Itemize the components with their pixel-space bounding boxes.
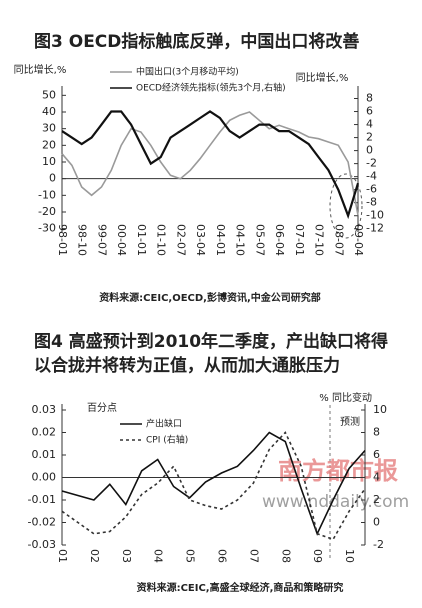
y-tick-label: -0.02 bbox=[28, 516, 56, 529]
y2-tick-label: 10 bbox=[373, 403, 387, 416]
x-tick-label: 98-01 bbox=[56, 224, 69, 256]
y-tick-label: 50 bbox=[42, 88, 56, 101]
y2-tick-label: 6 bbox=[373, 448, 380, 461]
y-tick-label: -30 bbox=[38, 222, 56, 235]
y-tick-label: 0 bbox=[49, 172, 56, 185]
y2-tick-label: -2 bbox=[366, 157, 377, 170]
legend-label: 中国出口(3个月移动平均) bbox=[136, 66, 239, 78]
x-tick-label: 02 bbox=[88, 549, 101, 563]
y2-tick-label: -2 bbox=[373, 538, 384, 551]
chart-title: 图3 OECD指标触底反弹，中国出口将改善 bbox=[34, 32, 360, 52]
x-tick-label: 03-04 bbox=[194, 224, 207, 256]
x-tick-label: 07-01 bbox=[293, 224, 306, 256]
y2-tick-label: 4 bbox=[366, 118, 373, 131]
x-tick-label: 04 bbox=[152, 549, 165, 563]
x-tick-label: 01 bbox=[56, 549, 69, 563]
series-line bbox=[61, 431, 366, 541]
x-tick-label: 02-07 bbox=[174, 224, 187, 256]
y-tick-label: 40 bbox=[42, 105, 56, 118]
y-tick-label: 30 bbox=[42, 122, 56, 135]
y-tick-label: -10 bbox=[38, 188, 56, 201]
x-tick-label: 09-04 bbox=[352, 224, 365, 256]
y-axis-label: 百分点 bbox=[87, 402, 117, 414]
y2-tick-label: 4 bbox=[373, 471, 380, 484]
x-tick-label: 03 bbox=[120, 549, 133, 563]
source: 资料来源:CEIC,OECD,彭博资讯,中金公司研究部 bbox=[99, 291, 321, 304]
y-tick-label: 10 bbox=[42, 155, 56, 168]
y2-unit: % bbox=[319, 393, 329, 404]
y2-axis-label: 同比变动 bbox=[332, 391, 372, 404]
x-tick-label: 07 bbox=[247, 549, 260, 563]
x-tick-label: 99-07 bbox=[95, 224, 108, 256]
y2-tick-label: 8 bbox=[366, 92, 373, 105]
y2-tick-label: 2 bbox=[373, 493, 380, 506]
x-tick-label: 04-01 bbox=[214, 224, 227, 256]
y2-tick-label: 0 bbox=[366, 144, 373, 157]
highlight-ellipse bbox=[329, 173, 363, 239]
series-line bbox=[61, 111, 359, 216]
x-tick-label: 10 bbox=[343, 549, 356, 563]
x-tick-label: 06-04 bbox=[273, 224, 286, 256]
x-tick-label: 08 bbox=[279, 549, 292, 563]
y-tick-label: -0.03 bbox=[28, 538, 56, 551]
y-axis-label: 同比增长,% bbox=[14, 63, 67, 76]
y2-tick-label: 6 bbox=[366, 105, 373, 118]
y2-tick-label: -8 bbox=[366, 196, 377, 209]
y2-tick-label: -6 bbox=[366, 183, 377, 196]
y-tick-label: 20 bbox=[42, 138, 56, 151]
y2-tick-label: 2 bbox=[366, 131, 373, 144]
y2-tick-label: 8 bbox=[373, 426, 380, 439]
x-tick-label: 07-10 bbox=[313, 224, 326, 256]
chart-title: 图4 高盛预计到2010年二季度，产出缺口将得以合拢并将转为正值，从而加大通胀压… bbox=[34, 332, 389, 376]
x-tick-label: 98-10 bbox=[76, 224, 89, 256]
x-tick-label: 01-10 bbox=[155, 224, 168, 256]
legend-label: OECD经济领先指标(领先3个月,右轴) bbox=[136, 82, 286, 94]
legend-label: CPI (右轴) bbox=[146, 434, 188, 446]
watermark-url: www.nddaily.com bbox=[262, 492, 409, 512]
y2-tick-label: -12 bbox=[366, 222, 384, 235]
x-tick-label: 06 bbox=[215, 549, 228, 563]
y2-tick-label: -4 bbox=[366, 170, 377, 183]
x-tick-label: 04-10 bbox=[234, 224, 247, 256]
y-tick-label: -0.01 bbox=[28, 493, 56, 506]
y-tick-label: 0.00 bbox=[32, 471, 57, 484]
y-tick-label: -20 bbox=[38, 205, 56, 218]
y2-axis-label: 同比增长,% bbox=[296, 71, 349, 84]
x-tick-label: 00-04 bbox=[115, 224, 128, 256]
legend-label: 产出缺口 bbox=[146, 418, 182, 430]
series-line bbox=[61, 110, 360, 220]
source: 资料来源:CEIC,高盛全球经济,商品和策略研究 bbox=[137, 581, 344, 594]
x-tick-label: 08-07 bbox=[332, 224, 345, 256]
x-tick-label: 01-01 bbox=[135, 224, 148, 256]
x-tick-label: 05-07 bbox=[253, 224, 266, 256]
x-tick-label: 09 bbox=[311, 549, 324, 563]
annotation: 预测 bbox=[340, 415, 360, 428]
x-tick-label: 05 bbox=[184, 549, 197, 563]
y-tick-label: 0.01 bbox=[32, 448, 57, 461]
y2-tick-label: 0 bbox=[373, 516, 380, 529]
y-tick-label: 0.03 bbox=[32, 403, 57, 416]
y2-tick-label: -10 bbox=[366, 209, 384, 222]
series-line bbox=[61, 431, 366, 536]
y-tick-label: 0.02 bbox=[32, 426, 57, 439]
